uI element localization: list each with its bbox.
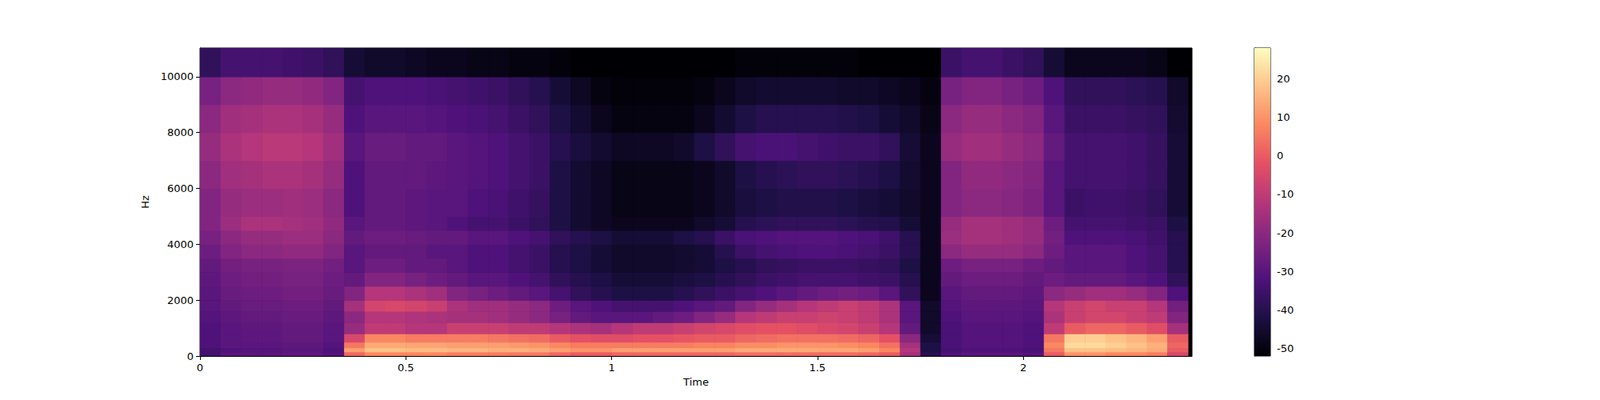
svg-text:4000: 4000 (167, 238, 194, 251)
svg-text:-40: -40 (1276, 304, 1294, 316)
svg-text:2: 2 (1020, 361, 1027, 374)
svg-text:10000: 10000 (160, 70, 194, 83)
svg-text:20: 20 (1276, 72, 1291, 85)
svg-text:6000: 6000 (167, 182, 194, 195)
svg-text:0: 0 (1276, 149, 1284, 162)
svg-text:1.5: 1.5 (808, 361, 826, 374)
svg-text:Hz: Hz (139, 195, 152, 209)
svg-text:0: 0 (196, 361, 204, 374)
svg-text:-20: -20 (1276, 227, 1294, 240)
svg-text:8000: 8000 (167, 126, 194, 139)
svg-text:10: 10 (1276, 111, 1291, 124)
svg-text:0.5: 0.5 (397, 361, 415, 374)
svg-text:2000: 2000 (167, 294, 194, 307)
svg-text:-50: -50 (1276, 342, 1294, 355)
svg-text:0: 0 (187, 350, 194, 363)
svg-text:-30: -30 (1276, 265, 1294, 278)
svg-text:-10: -10 (1276, 188, 1294, 200)
svg-text:Time: Time (682, 376, 709, 388)
svg-text:1: 1 (608, 361, 615, 374)
